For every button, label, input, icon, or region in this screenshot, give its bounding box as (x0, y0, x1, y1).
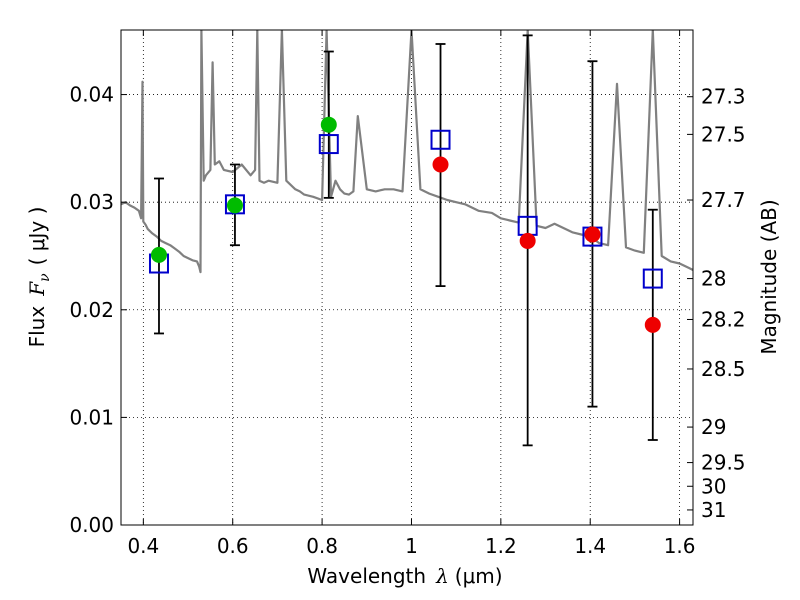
y-axis-unit: ( μJy ) (25, 207, 49, 266)
y-tick-labels: 0.00 0.01 0.02 0.03 0.04 (69, 83, 114, 537)
model-square-marker (318, 134, 339, 155)
plot-frame (120, 29, 694, 526)
y-axis-title-text: Flux (25, 306, 49, 348)
y2-tick-label: 27.7 (701, 188, 746, 212)
green-data-point (320, 116, 337, 133)
y2-tick-label: 30 (701, 474, 726, 498)
y-tick-label: 0.00 (69, 513, 114, 537)
x-tick-label: 0.6 (217, 534, 249, 558)
x-tick-labels: 0.4 0.6 0.8 1 1.2 1.4 1.6 (127, 534, 695, 558)
x-tick-label: 1.4 (574, 534, 606, 558)
red-data-point (432, 156, 449, 173)
y-tick-label: 0.03 (69, 190, 114, 214)
x-axis-title: Wavelength λ (μm) (307, 564, 502, 588)
y-tick-label: 0.04 (69, 83, 114, 107)
y2-tick-label: 28.2 (701, 307, 746, 331)
y2-tick-label: 28 (701, 267, 726, 291)
y-axis-title: Flux Fν ( μJy ) (25, 207, 53, 348)
red-data-point (519, 232, 536, 249)
y-tick-label: 0.02 (69, 298, 114, 322)
x-tick-label: 1.2 (485, 534, 517, 558)
red-data-point (584, 226, 601, 243)
y2-tick-label: 29 (701, 415, 726, 439)
y2-tick-label: 27.3 (701, 85, 746, 109)
y-axis-subscript: ν (37, 273, 53, 282)
green-data-point (150, 246, 167, 263)
spectrum-line (121, 30, 693, 274)
x-axis-symbol: λ (435, 564, 449, 588)
x-axis-title-text: Wavelength (307, 564, 426, 588)
x-tick-label: 1.6 (664, 534, 696, 558)
model-square-marker (430, 129, 451, 150)
green-data-point (226, 197, 243, 214)
x-tick-label: 1 (405, 534, 418, 558)
x-axis-unit: (μm) (455, 564, 503, 588)
plot-marks (121, 30, 693, 447)
axis-ticks (121, 30, 693, 526)
y2-axis-title: Magnitude (AB) (757, 199, 781, 354)
y2-tick-label: 31 (701, 498, 726, 522)
model-square-marker (642, 268, 663, 289)
y2-tick-label: 29.5 (701, 451, 746, 475)
x-tick-label: 0.4 (127, 534, 159, 558)
observed-markers (150, 116, 661, 333)
y-axis-symbol: F (25, 281, 49, 297)
y2-tick-label: 27.5 (701, 122, 746, 146)
y2-tick-label: 28.5 (701, 357, 746, 381)
x-tick-label: 0.8 (306, 534, 338, 558)
y-tick-label: 0.01 (69, 405, 114, 429)
red-data-point (644, 316, 661, 333)
